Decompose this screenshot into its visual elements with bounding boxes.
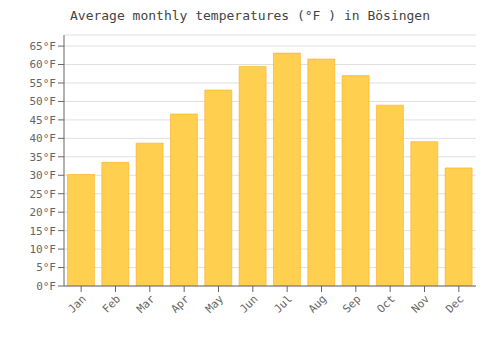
svg-text:Apr: Apr — [169, 292, 193, 316]
html-text:Average monthly temperatures (: Average monthly temperatures (°F ) in Bö… — [70, 8, 430, 23]
svg-text:Jun: Jun — [237, 292, 260, 315]
svg-text:Dec: Dec — [443, 292, 466, 315]
svg-text:Sep: Sep — [340, 292, 363, 315]
svg-text:Nov: Nov — [409, 292, 433, 316]
svg-text:15°F: 15°F — [30, 225, 57, 238]
svg-text:Jan: Jan — [66, 292, 89, 315]
svg-text:10°F: 10°F — [30, 243, 57, 256]
svg-text:20°F: 20°F — [30, 206, 57, 219]
svg-text:25°F: 25°F — [30, 188, 57, 201]
svg-text:50°F: 50°F — [30, 95, 57, 108]
svg-text:55°F: 55°F — [30, 77, 57, 90]
svg-text:Mar: Mar — [134, 292, 158, 316]
svg-text:0°F: 0°F — [36, 280, 56, 293]
svg-text:Aug: Aug — [306, 292, 329, 315]
svg-text:Feb: Feb — [100, 292, 123, 315]
svg-text:5°F: 5°F — [36, 261, 56, 274]
svg-text:Jul: Jul — [272, 292, 295, 315]
svg-text:60°F: 60°F — [30, 58, 57, 71]
svg-text:65°F: 65°F — [30, 40, 57, 53]
svg-text:35°F: 35°F — [30, 151, 57, 164]
svg-text:May: May — [203, 292, 227, 316]
svg-text:Oct: Oct — [375, 292, 398, 315]
svg-text:40°F: 40°F — [30, 132, 57, 145]
svg-text:30°F: 30°F — [30, 169, 57, 182]
svg-text:45°F: 45°F — [30, 114, 57, 127]
